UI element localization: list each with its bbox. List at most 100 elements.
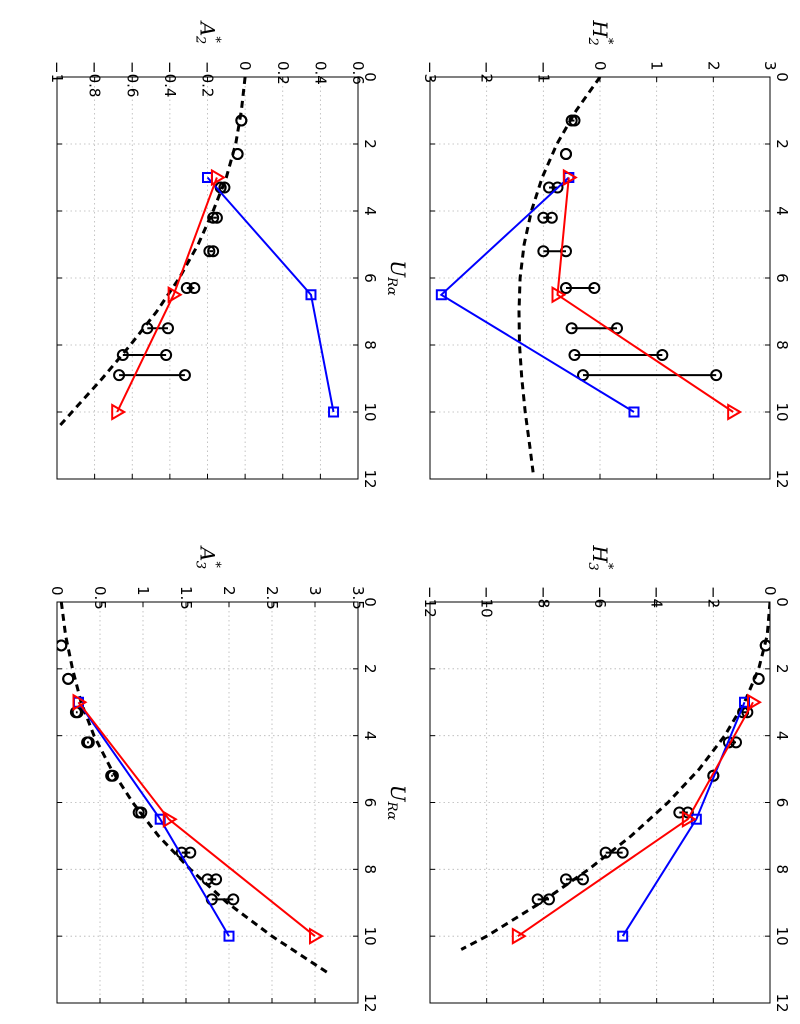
series-point-red bbox=[167, 286, 183, 304]
theory-curve bbox=[59, 602, 329, 975]
series-point-blue bbox=[628, 406, 640, 418]
measurement-point bbox=[560, 873, 572, 886]
x-axis-label: URα bbox=[385, 260, 411, 296]
x-tick-label: 0 bbox=[361, 597, 379, 607]
series-point-blue bbox=[223, 930, 235, 942]
measurement-point bbox=[210, 873, 223, 886]
measurement-point bbox=[113, 369, 126, 382]
measurement-point bbox=[57, 639, 68, 652]
x-tick-label: 12 bbox=[361, 993, 379, 1012]
x-tick-label: 10 bbox=[361, 402, 379, 421]
measurement-point bbox=[231, 148, 244, 161]
measurement-point bbox=[543, 181, 555, 194]
measurement-point bbox=[611, 322, 623, 335]
measurement-point bbox=[178, 369, 191, 382]
x-tick-label: 6 bbox=[361, 798, 379, 808]
measurement-point bbox=[531, 893, 544, 906]
measurement-point bbox=[135, 806, 148, 819]
series-line-red bbox=[517, 701, 754, 938]
y-tick-label: −0.6 bbox=[123, 61, 141, 97]
series-point-blue bbox=[690, 813, 702, 825]
y-tick-label: 0.5 bbox=[91, 586, 109, 610]
y-tick-label: −4 bbox=[648, 586, 666, 608]
x-tick-label: 10 bbox=[773, 927, 791, 946]
measurement-point bbox=[759, 639, 770, 652]
x-tick-label: 4 bbox=[361, 731, 379, 741]
y-tick-label: −2 bbox=[704, 586, 722, 608]
y-tick-label: −0.4 bbox=[161, 61, 179, 97]
measurement-point bbox=[537, 245, 550, 258]
measurement-point bbox=[180, 282, 193, 295]
series-point-red bbox=[747, 693, 762, 711]
y-tick-label: 0.6 bbox=[349, 61, 367, 85]
series-point-blue bbox=[435, 289, 447, 301]
measurement-point bbox=[577, 873, 589, 886]
y-tick-label: 0 bbox=[236, 61, 254, 71]
measurement-point bbox=[599, 846, 612, 859]
x-tick-label: 4 bbox=[773, 731, 791, 741]
series-point-red bbox=[72, 693, 88, 711]
theory-curve bbox=[57, 77, 247, 430]
series-point-red bbox=[681, 810, 697, 828]
measurement-point bbox=[656, 349, 669, 362]
x-axis-label: URα bbox=[797, 785, 800, 821]
y-axis-label: A*3 bbox=[193, 545, 223, 569]
measurement-point bbox=[141, 322, 154, 335]
y-tick-label: −1 bbox=[48, 61, 66, 83]
x-tick-label: 8 bbox=[361, 865, 379, 875]
x-tick-label: 8 bbox=[773, 865, 791, 875]
measurement-point bbox=[201, 873, 214, 886]
y-tick-label: −12 bbox=[421, 586, 439, 618]
panel-H3: 0 2 4 6 8 10 12 −12 −10 −8 −6 −4 −2 0 H*3 URα bbox=[421, 544, 800, 1012]
series-point-red bbox=[111, 403, 127, 421]
y-axis-label: A*2 bbox=[193, 20, 223, 44]
measurement-point bbox=[752, 672, 765, 685]
series-point-red bbox=[162, 810, 178, 828]
series-point-red bbox=[511, 927, 527, 945]
x-tick-label: 0 bbox=[773, 597, 791, 607]
measurement-point bbox=[551, 181, 564, 194]
x-tick-label: 8 bbox=[773, 340, 791, 350]
y-tick-label: −0.8 bbox=[86, 61, 104, 97]
y-tick-label: −3 bbox=[421, 61, 439, 83]
panel-A2: 0 2 4 6 8 10 12 −1 −0.8 −0.6 −0.4 −0.2 0 0.2 0.4 0.6 A*2… bbox=[48, 20, 410, 489]
measurement-point bbox=[565, 322, 578, 335]
measurement-point bbox=[218, 181, 231, 194]
x-tick-label: 2 bbox=[773, 139, 791, 149]
measurement-point bbox=[710, 369, 723, 382]
x-axis-label: URα bbox=[385, 785, 411, 821]
y-tick-label: 2 bbox=[220, 586, 238, 596]
measurement-point bbox=[161, 322, 174, 335]
x-tick-label: 4 bbox=[773, 206, 791, 216]
measurement-point bbox=[203, 245, 216, 258]
y-tick-label: 1.5 bbox=[177, 586, 195, 610]
series-point-red bbox=[727, 403, 743, 421]
measurement-point bbox=[188, 282, 201, 295]
measurement-point bbox=[62, 672, 75, 685]
y-tick-label: 1 bbox=[648, 61, 666, 71]
plot-area bbox=[460, 602, 770, 951]
series-line-blue bbox=[206, 176, 335, 413]
x-tick-label: 10 bbox=[361, 927, 379, 946]
series-line-blue bbox=[439, 176, 635, 413]
series-line-red bbox=[116, 177, 218, 413]
y-tick-label: 0 bbox=[761, 586, 779, 596]
measurement-point bbox=[545, 211, 558, 224]
measurement-point bbox=[537, 211, 550, 224]
y-tick-label: −6 bbox=[591, 586, 609, 608]
y-tick-label: 1 bbox=[134, 586, 152, 596]
series-point-red bbox=[309, 927, 324, 945]
x-tick-label: 2 bbox=[773, 664, 791, 674]
theory-curve bbox=[460, 602, 770, 951]
measurement-point bbox=[207, 245, 220, 258]
measurement-point bbox=[227, 893, 240, 906]
measurement-point bbox=[543, 893, 555, 906]
measurement-point bbox=[184, 846, 197, 859]
y-axis-label: H*3 bbox=[586, 544, 616, 570]
measurement-point bbox=[160, 349, 173, 362]
x-axis-label: URα bbox=[797, 260, 800, 296]
y-axis-label: H*2 bbox=[586, 19, 616, 45]
x-tick-label: 2 bbox=[361, 139, 379, 149]
x-tick-label: 2 bbox=[361, 664, 379, 674]
y-tick-label: −1 bbox=[534, 61, 552, 83]
